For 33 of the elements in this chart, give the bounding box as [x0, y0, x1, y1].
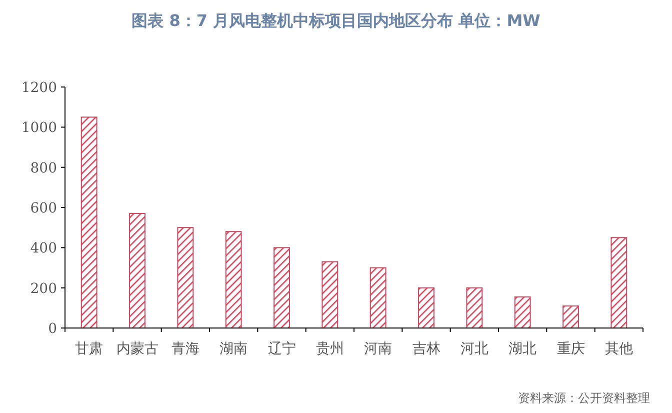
x-tick-label: 甘肃 — [75, 341, 104, 357]
chart-title: 图表 8：7 月风电整机中标项目国内地区分布 单位：MW — [132, 11, 541, 30]
x-tick-label: 河北 — [460, 341, 488, 357]
text: 资料来源：公开资料整理 — [518, 391, 650, 405]
y-tick-label: 600 — [30, 200, 57, 216]
x-tick-label: 贵州 — [316, 341, 344, 357]
bar — [322, 261, 338, 328]
y-tick-label: 0 — [48, 321, 57, 337]
bar — [514, 296, 531, 328]
y-tick-label: 400 — [30, 240, 57, 257]
x-tick-label: 内蒙古 — [116, 341, 158, 357]
bar — [129, 213, 146, 328]
x-tick-label: 青海 — [171, 341, 200, 357]
bar — [466, 287, 483, 328]
bar — [370, 267, 386, 328]
y-tick-label: 200 — [30, 280, 57, 297]
bar — [562, 305, 579, 328]
x-tick-label: 其他 — [604, 341, 633, 357]
bar — [177, 227, 194, 328]
x-tick-label: 湖南 — [220, 341, 248, 357]
bar — [225, 231, 242, 328]
x-tick-label: 吉林 — [412, 341, 440, 357]
bar — [80, 116, 98, 328]
y-tick-label: 1200 — [21, 80, 57, 96]
x-tick-label: 河南 — [364, 341, 392, 357]
x-tick-label: 湖北 — [508, 341, 537, 357]
bar — [418, 287, 434, 328]
x-tick-label: 辽宁 — [268, 341, 296, 357]
bar — [274, 247, 290, 328]
bar — [610, 237, 628, 328]
x-tick-label: 重庆 — [556, 341, 585, 357]
y-tick-label: 1000 — [21, 120, 57, 136]
y-tick-label: 800 — [30, 160, 57, 176]
